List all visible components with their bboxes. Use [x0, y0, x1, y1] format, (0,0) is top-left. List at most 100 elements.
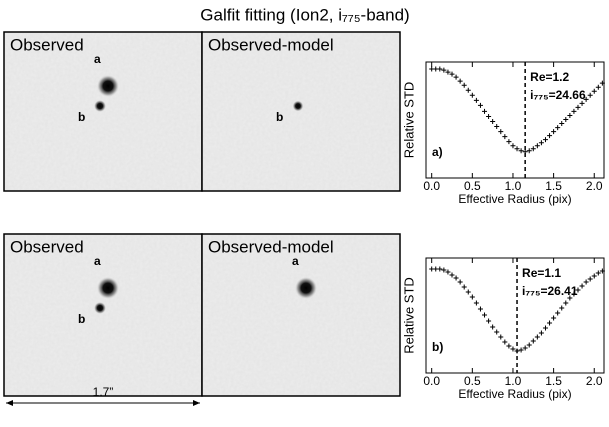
data-point	[575, 104, 581, 110]
data-point	[547, 320, 553, 326]
x-tick-label: 1.0	[505, 179, 522, 193]
data-point	[563, 116, 569, 122]
panel-tag: a)	[432, 145, 443, 159]
data-point	[506, 343, 512, 349]
data-point	[518, 148, 524, 154]
panel-label: Observed-model	[208, 237, 334, 256]
panel-label: Observed	[10, 35, 84, 54]
source-blob	[94, 100, 106, 112]
data-point	[551, 315, 557, 321]
data-point	[449, 71, 455, 77]
data-point	[457, 78, 463, 84]
scale-label: 1.7”	[93, 385, 114, 399]
source-label: b	[78, 110, 85, 124]
annotation: i₇₇₅=24.66	[530, 88, 586, 102]
image-noise	[4, 32, 202, 191]
data-point	[486, 113, 492, 119]
data-point	[461, 82, 467, 88]
plot-frame	[425, 61, 605, 179]
data-point	[473, 97, 479, 103]
panel-frame	[201, 31, 401, 192]
data-point	[542, 137, 548, 143]
annotation: i₇₇₅=26.41	[522, 284, 578, 298]
data-point	[571, 291, 577, 297]
source-blob	[97, 277, 119, 299]
data-point	[441, 67, 447, 73]
data-point	[437, 66, 443, 72]
data-point	[510, 143, 516, 149]
data-point	[494, 124, 500, 130]
data-point	[595, 84, 601, 90]
source-label: a	[94, 52, 101, 66]
data-point	[498, 129, 504, 135]
data-point	[510, 346, 516, 352]
source-blob	[295, 277, 317, 299]
data-point	[522, 149, 528, 155]
data-point	[542, 325, 548, 331]
data-point	[583, 279, 589, 285]
data-point	[530, 146, 536, 152]
data-point	[482, 108, 488, 114]
data-point	[461, 284, 467, 290]
image-noise	[202, 234, 400, 396]
y-axis-label: Relative STD	[401, 82, 416, 159]
source-label: b	[276, 110, 283, 124]
data-point	[502, 134, 508, 140]
data-point	[563, 300, 569, 306]
data-point	[473, 300, 479, 306]
plot-frame	[425, 257, 605, 374]
data-point	[575, 287, 581, 293]
data-point	[559, 305, 565, 311]
data-point	[506, 139, 512, 145]
data-point	[555, 125, 561, 131]
data-point	[599, 268, 605, 274]
panel-tag: b)	[432, 340, 443, 354]
data-point	[469, 92, 475, 98]
image-noise	[4, 234, 202, 396]
data-point	[547, 133, 553, 139]
data-point	[518, 347, 524, 353]
data-point	[551, 129, 557, 135]
data-point	[591, 273, 597, 279]
source-label: a	[94, 254, 101, 268]
source-label: b	[78, 312, 85, 326]
data-point	[587, 92, 593, 98]
x-tick-label: 0.5	[464, 179, 481, 193]
data-point	[583, 96, 589, 102]
data-point	[591, 88, 597, 94]
x-tick-label: 2.0	[586, 374, 603, 388]
data-point	[445, 69, 451, 75]
data-point	[490, 119, 496, 125]
annotation: Re=1.2	[530, 70, 569, 84]
data-point	[502, 339, 508, 345]
data-point	[579, 100, 585, 106]
source-blob	[292, 100, 304, 112]
data-point	[498, 334, 504, 340]
data-point	[457, 279, 463, 285]
x-tick-label: 0.0	[423, 179, 440, 193]
x-tick-label: 0.0	[423, 374, 440, 388]
x-tick-label: 1.0	[505, 374, 522, 388]
annotation: Re=1.1	[522, 266, 561, 280]
x-tick-label: 0.5	[464, 374, 481, 388]
x-tick-label: 2.0	[586, 179, 603, 193]
data-point	[522, 345, 528, 351]
data-point	[579, 283, 585, 289]
x-tick-label: 1.5	[545, 374, 562, 388]
data-point	[538, 330, 544, 336]
data-point	[482, 312, 488, 318]
data-point	[437, 266, 443, 272]
data-point	[595, 270, 601, 276]
data-point	[441, 267, 447, 273]
x-axis-label: Effective Radius (pix)	[458, 387, 571, 401]
data-point	[571, 108, 577, 114]
source-label: a	[292, 254, 299, 268]
data-point	[567, 112, 573, 118]
data-point	[559, 121, 565, 127]
data-point	[477, 306, 483, 312]
data-point	[453, 74, 459, 80]
panel-label: Observed-model	[208, 35, 334, 54]
data-point	[526, 342, 532, 348]
data-point	[526, 148, 532, 154]
